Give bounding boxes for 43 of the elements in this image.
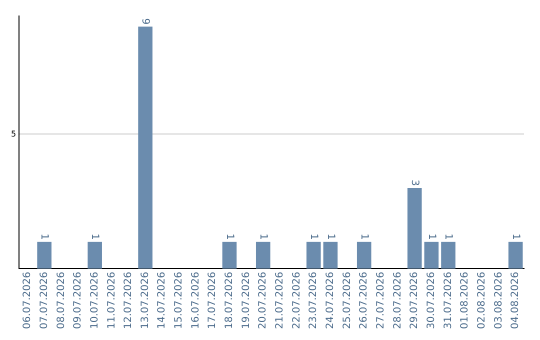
x-tick-label: 27.07.2026 [376,272,387,330]
x-tick-label: 22.07.2026 [291,272,302,330]
x-tick-label: 01.08.2026 [460,272,471,330]
x-tick-label: 06.07.2026 [22,272,34,330]
x-tick-label: 25.07.2026 [342,272,353,330]
x-tick-label: 23.07.2026 [308,272,320,330]
data-label: 3 [409,180,420,186]
x-tick-label: 07.07.2026 [38,272,50,330]
x-tick-label: 15.07.2026 [174,272,185,330]
data-label: 1 [89,233,100,240]
x-tick-label: 20.07.2026 [258,272,269,330]
x-tick-label: 19.07.2026 [240,272,252,330]
x-tick-label: 16.07.2026 [190,272,202,330]
data-label: 9 [140,18,151,25]
x-tick-label: 30.07.2026 [426,272,438,330]
x-tick-label: 12.07.2026 [123,272,134,330]
data-label: 1 [224,233,235,240]
data-label: 1 [324,233,336,240]
x-tick-label: 10.07.2026 [89,272,100,330]
x-tick-label: 31.07.2026 [442,272,454,330]
data-label: 1 [358,233,370,240]
x-tick-label: 04.08.2026 [510,272,522,330]
data-label: 1 [308,233,320,240]
x-tick-label: 29.07.2026 [409,272,420,330]
x-tick-label: 11.07.2026 [106,272,118,330]
y-tick-label: 5 [10,129,16,138]
data-label: 1 [38,233,50,240]
x-tick-label: 09.07.2026 [72,272,84,330]
x-tick-label: 18.07.2026 [224,272,236,330]
x-tick-label: 17.07.2026 [207,272,218,330]
data-label: 1 [510,233,521,240]
x-tick-label: 02.08.2026 [476,272,488,330]
x-tick-label: 14.07.2026 [156,272,168,330]
x-tick-label: 03.08.2026 [493,272,504,330]
x-tick-label: 13.07.2026 [140,272,151,330]
x-tick-label: 24.07.2026 [325,272,336,330]
x-tick-label: 08.07.2026 [56,272,67,330]
x-tick-label: 21.07.2026 [274,272,286,330]
data-label: 1 [258,233,269,240]
x-tick-label: 28.07.2026 [392,272,404,330]
data-label: 1 [442,233,454,240]
x-tick-label: 26.07.2026 [358,272,370,330]
data-label: 1 [426,233,437,240]
